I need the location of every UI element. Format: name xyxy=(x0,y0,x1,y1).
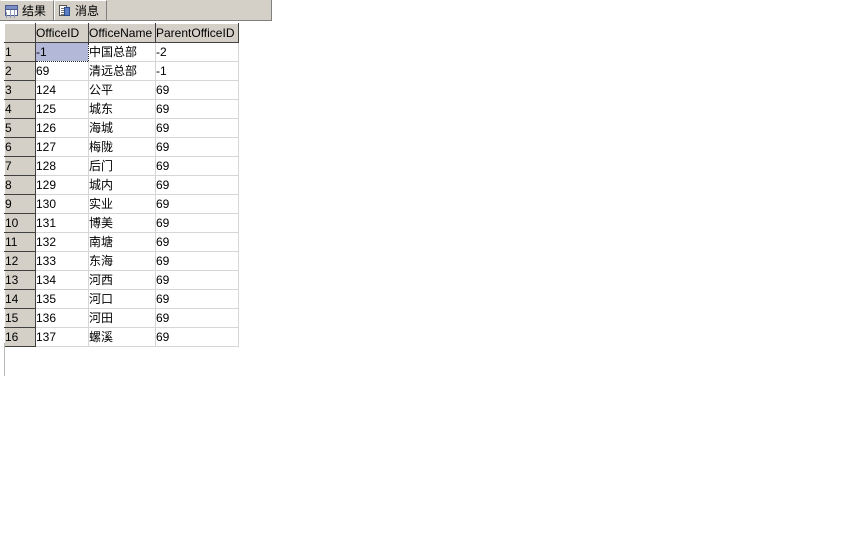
cell-officename[interactable]: 城内 xyxy=(88,175,156,195)
row-header[interactable]: 12 xyxy=(4,251,36,271)
cell-officename[interactable]: 河田 xyxy=(88,308,156,328)
results-pane-tabstrip: 结果 消息 xyxy=(0,0,272,21)
results-grid-icon xyxy=(5,5,18,16)
table-row[interactable]: 3 124 公平 69 xyxy=(4,80,239,100)
cell-officename[interactable]: 东海 xyxy=(88,251,156,271)
table-row[interactable]: 8 129 城内 69 xyxy=(4,175,239,195)
table-row[interactable]: 12 133 东海 69 xyxy=(4,251,239,271)
cell-officeid[interactable]: 131 xyxy=(35,213,89,233)
cell-parentofficeid[interactable]: 69 xyxy=(155,308,239,328)
row-header[interactable]: 7 xyxy=(4,156,36,176)
cell-officeid[interactable]: 125 xyxy=(35,99,89,119)
cell-parentofficeid[interactable]: 69 xyxy=(155,289,239,309)
cell-parentofficeid[interactable]: 69 xyxy=(155,80,239,100)
cell-officeid[interactable]: 136 xyxy=(35,308,89,328)
cell-officeid[interactable]: 128 xyxy=(35,156,89,176)
cell-officeid[interactable]: -1 xyxy=(35,42,89,62)
cell-officename[interactable]: 梅陇 xyxy=(88,137,156,157)
cell-officeid[interactable]: 135 xyxy=(35,289,89,309)
row-header[interactable]: 9 xyxy=(4,194,36,214)
row-header[interactable]: 13 xyxy=(4,270,36,290)
results-grid[interactable]: OfficeID OfficeName ParentOfficeID 1 -1 … xyxy=(4,23,239,347)
cell-officename[interactable]: 河口 xyxy=(88,289,156,309)
table-row[interactable]: 16 137 螺溪 69 xyxy=(4,327,239,347)
cell-parentofficeid[interactable]: 69 xyxy=(155,213,239,233)
cell-parentofficeid[interactable]: 69 xyxy=(155,118,239,138)
cell-parentofficeid[interactable]: 69 xyxy=(155,99,239,119)
row-header[interactable]: 16 xyxy=(4,327,36,347)
tab-results[interactable]: 结果 xyxy=(0,0,55,20)
grid-header-row: OfficeID OfficeName ParentOfficeID xyxy=(4,23,239,43)
row-header[interactable]: 11 xyxy=(4,232,36,252)
table-row[interactable]: 13 134 河西 69 xyxy=(4,270,239,290)
cell-officename[interactable]: 清远总部 xyxy=(88,61,156,81)
table-row[interactable]: 5 126 海城 69 xyxy=(4,118,239,138)
cell-parentofficeid[interactable]: 69 xyxy=(155,137,239,157)
cell-parentofficeid[interactable]: 69 xyxy=(155,232,239,252)
tab-messages-label: 消息 xyxy=(75,3,100,18)
tab-messages[interactable]: 消息 xyxy=(54,0,108,20)
cell-officename[interactable]: 公平 xyxy=(88,80,156,100)
table-row[interactable]: 6 127 梅陇 69 xyxy=(4,137,239,157)
cell-officeid[interactable]: 69 xyxy=(35,61,89,81)
messages-page-icon xyxy=(59,4,71,17)
cell-officeid[interactable]: 129 xyxy=(35,175,89,195)
cell-officename[interactable]: 河西 xyxy=(88,270,156,290)
row-header[interactable]: 15 xyxy=(4,308,36,328)
cell-officeid[interactable]: 133 xyxy=(35,251,89,271)
row-header[interactable]: 3 xyxy=(4,80,36,100)
cell-officeid[interactable]: 127 xyxy=(35,137,89,157)
column-header-officeid[interactable]: OfficeID xyxy=(35,23,89,43)
row-header[interactable]: 10 xyxy=(4,213,36,233)
table-row[interactable]: 14 135 河口 69 xyxy=(4,289,239,309)
grid-select-all-corner[interactable] xyxy=(4,23,36,43)
row-header[interactable]: 5 xyxy=(4,118,36,138)
cell-officeid[interactable]: 137 xyxy=(35,327,89,347)
tab-results-label: 结果 xyxy=(22,3,47,18)
table-row[interactable]: 2 69 清远总部 -1 xyxy=(4,61,239,81)
row-header[interactable]: 8 xyxy=(4,175,36,195)
cell-parentofficeid[interactable]: -2 xyxy=(155,42,239,62)
cell-officename[interactable]: 后门 xyxy=(88,156,156,176)
pane-left-edge-rule xyxy=(4,343,5,376)
cell-officename[interactable]: 南塘 xyxy=(88,232,156,252)
table-row[interactable]: 9 130 实业 69 xyxy=(4,194,239,214)
column-header-officename[interactable]: OfficeName xyxy=(88,23,156,43)
cell-parentofficeid[interactable]: -1 xyxy=(155,61,239,81)
cell-officeid[interactable]: 126 xyxy=(35,118,89,138)
cell-officeid[interactable]: 124 xyxy=(35,80,89,100)
cell-officename[interactable]: 中国总部 xyxy=(88,42,156,62)
cell-officeid[interactable]: 130 xyxy=(35,194,89,214)
cell-parentofficeid[interactable]: 69 xyxy=(155,327,239,347)
cell-officeid[interactable]: 134 xyxy=(35,270,89,290)
cell-officename[interactable]: 城东 xyxy=(88,99,156,119)
table-row[interactable]: 1 -1 中国总部 -2 xyxy=(4,42,239,62)
cell-parentofficeid[interactable]: 69 xyxy=(155,156,239,176)
table-row[interactable]: 7 128 后门 69 xyxy=(4,156,239,176)
table-row[interactable]: 10 131 博美 69 xyxy=(4,213,239,233)
row-header[interactable]: 4 xyxy=(4,99,36,119)
row-header[interactable]: 2 xyxy=(4,61,36,81)
row-header[interactable]: 6 xyxy=(4,137,36,157)
cell-parentofficeid[interactable]: 69 xyxy=(155,194,239,214)
table-row[interactable]: 4 125 城东 69 xyxy=(4,99,239,119)
cell-parentofficeid[interactable]: 69 xyxy=(155,175,239,195)
cell-officename[interactable]: 实业 xyxy=(88,194,156,214)
column-header-parentofficeid[interactable]: ParentOfficeID xyxy=(155,23,239,43)
cell-parentofficeid[interactable]: 69 xyxy=(155,251,239,271)
table-row[interactable]: 15 136 河田 69 xyxy=(4,308,239,328)
cell-officeid[interactable]: 132 xyxy=(35,232,89,252)
row-header[interactable]: 1 xyxy=(4,42,36,62)
table-row[interactable]: 11 132 南塘 69 xyxy=(4,232,239,252)
row-header[interactable]: 14 xyxy=(4,289,36,309)
cell-parentofficeid[interactable]: 69 xyxy=(155,270,239,290)
cell-officename[interactable]: 螺溪 xyxy=(88,327,156,347)
cell-officename[interactable]: 博美 xyxy=(88,213,156,233)
cell-officename[interactable]: 海城 xyxy=(88,118,156,138)
